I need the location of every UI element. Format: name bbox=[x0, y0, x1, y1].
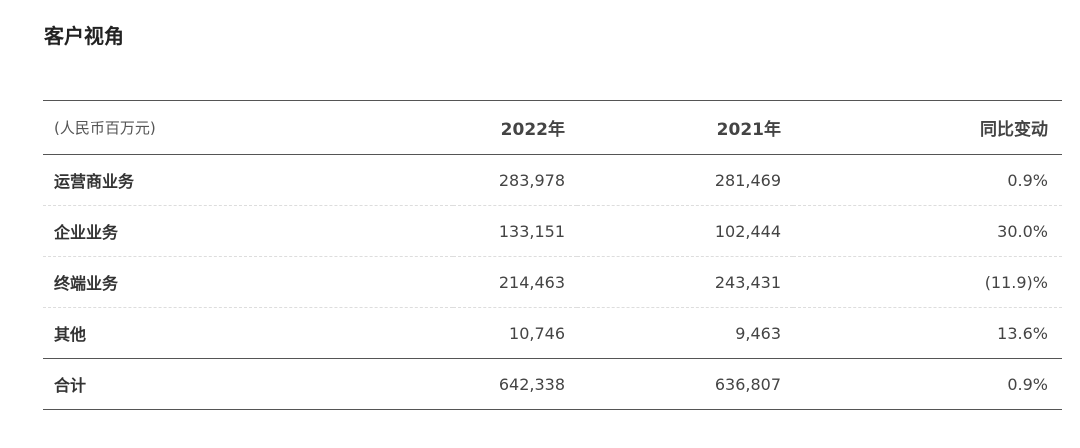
table-row: 其他 10,746 9,463 13.6% bbox=[43, 308, 1062, 359]
value-2021: 281,469 bbox=[714, 170, 781, 190]
column-header-yoy: 同比变动 bbox=[980, 120, 1048, 140]
row-label: 运营商业务 bbox=[54, 172, 135, 191]
header-row: (人民币百万元) 2022年 2021年 同比变动 bbox=[43, 100, 1062, 155]
total-yoy: 0.9% bbox=[1007, 374, 1048, 394]
value-2022: 283,978 bbox=[498, 170, 565, 190]
unit-label: (人民币百万元) bbox=[54, 119, 156, 137]
row-label: 终端业务 bbox=[54, 274, 119, 293]
total-2021: 636,807 bbox=[714, 374, 781, 394]
value-yoy: 30.0% bbox=[997, 221, 1048, 241]
table-body: 运营商业务 283,978 281,469 0.9% 企业业务 133,151 … bbox=[43, 155, 1062, 410]
value-2022: 10,746 bbox=[509, 323, 565, 343]
total-2022: 642,338 bbox=[498, 374, 565, 394]
total-label: 合计 bbox=[54, 376, 87, 395]
value-2022: 214,463 bbox=[498, 272, 565, 292]
column-header-2022: 2022年 bbox=[500, 120, 565, 140]
section-title: 客户视角 bbox=[44, 24, 124, 48]
financial-table: (人民币百万元) 2022年 2021年 同比变动 运营商业务 283,978 … bbox=[43, 100, 1062, 410]
total-row: 合计 642,338 636,807 0.9% bbox=[43, 359, 1062, 410]
table-header: (人民币百万元) 2022年 2021年 同比变动 bbox=[43, 100, 1062, 155]
value-yoy: 0.9% bbox=[1007, 170, 1048, 190]
column-header-2021: 2021年 bbox=[716, 120, 781, 140]
value-2021: 9,463 bbox=[735, 323, 781, 343]
table-row: 企业业务 133,151 102,444 30.0% bbox=[43, 206, 1062, 257]
table-row: 运营商业务 283,978 281,469 0.9% bbox=[43, 155, 1062, 206]
value-yoy: 13.6% bbox=[997, 323, 1048, 343]
value-2021: 102,444 bbox=[714, 221, 781, 241]
value-yoy: (11.9)% bbox=[984, 272, 1048, 292]
value-2022: 133,151 bbox=[498, 221, 565, 241]
row-label: 企业业务 bbox=[54, 223, 119, 242]
row-label: 其他 bbox=[54, 325, 87, 344]
value-2021: 243,431 bbox=[714, 272, 781, 292]
table-row: 终端业务 214,463 243,431 (11.9)% bbox=[43, 257, 1062, 308]
